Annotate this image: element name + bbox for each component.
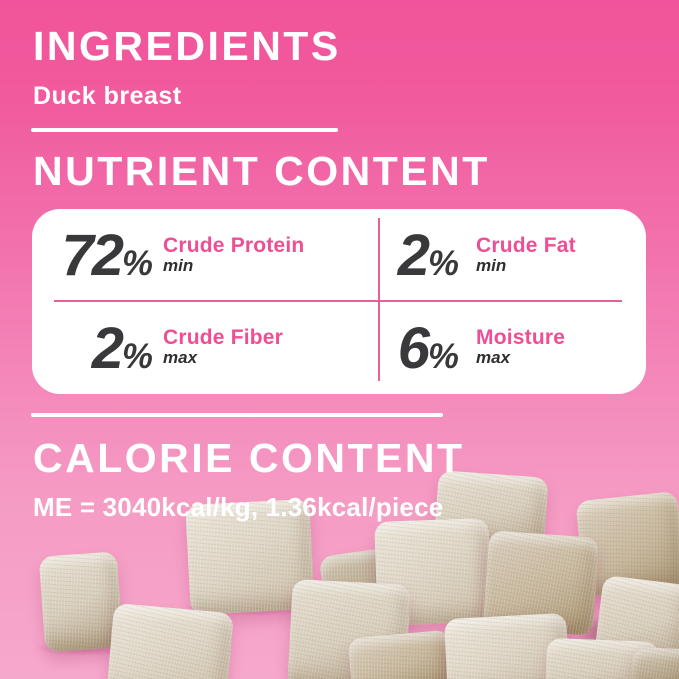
nutrient-value: 2% [91,315,153,381]
nutrient-value: 6% [397,315,459,381]
percent-sign: % [428,244,459,284]
nutrient-name: Crude Fiber [163,326,284,350]
nutrient-qualifier: min [163,255,194,275]
nutrient-name: Moisture [476,326,566,350]
nutrient-qualifier: max [476,348,511,368]
card-vertical-divider [378,218,380,381]
nutrient-name: Crude Protein [163,233,305,257]
nutrient-card: 72% Crude Protein min 2% Crude Fat min 2… [32,209,646,394]
ingredients-value: Duck breast [33,82,182,110]
nutrient-cell-fiber: 2% Crude Fiber max [32,302,347,395]
nutrient-cell-protein: 72% Crude Protein min [32,209,347,302]
calorie-divider [31,413,443,417]
calorie-title: CALORIE CONTENT [33,435,465,481]
nutrient-qualifier: max [163,348,198,368]
ingredients-title: INGREDIENTS [33,23,341,69]
nutrient-title: NUTRIENT CONTENT [33,148,490,194]
calorie-value: ME = 3040kcal/kg, 1.36kcal/piece [33,492,444,522]
percent-sign: % [122,244,153,284]
nutrient-value: 2% [397,223,459,289]
percent-sign: % [428,336,459,376]
card-horizontal-divider [54,300,622,302]
nutrient-name: Crude Fat [476,233,576,257]
nutrient-cell-moisture: 6% Moisture max [347,302,646,395]
nutrient-cell-fat: 2% Crude Fat min [347,209,646,302]
nutrient-qualifier: min [476,255,507,275]
ingredients-divider [31,128,338,132]
nutrient-value: 72% [61,223,153,289]
percent-sign: % [122,336,153,376]
